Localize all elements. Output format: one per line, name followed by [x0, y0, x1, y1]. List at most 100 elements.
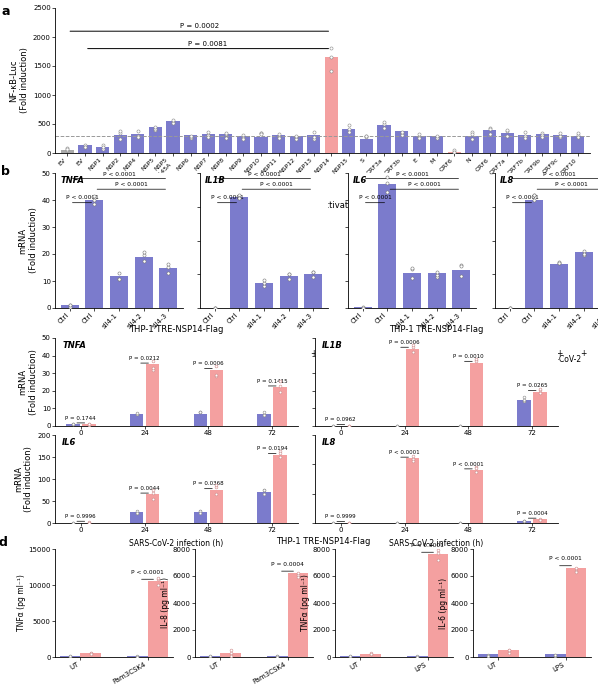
Point	[456, 517, 465, 528]
Point	[535, 514, 545, 525]
Point	[212, 371, 221, 382]
Text: +: +	[116, 349, 122, 358]
Point	[212, 481, 221, 492]
Point	[273, 651, 282, 662]
Point	[133, 131, 142, 142]
Point	[132, 408, 141, 419]
Bar	[288, 573, 307, 657]
Point	[63, 145, 72, 155]
Point	[260, 488, 269, 499]
Point	[456, 420, 465, 431]
Text: P < 0.0001: P < 0.0001	[359, 195, 392, 200]
Bar	[428, 554, 448, 657]
Text: P = 0.0002: P = 0.0002	[180, 23, 219, 29]
Point	[433, 554, 443, 565]
Point	[344, 119, 353, 130]
Point	[97, 141, 107, 152]
Point	[114, 267, 124, 278]
Point	[432, 266, 441, 277]
Text: IL6: IL6	[353, 175, 368, 185]
Point	[408, 451, 417, 462]
Point	[413, 651, 422, 662]
Text: IL1B: IL1B	[322, 340, 343, 349]
Point	[504, 645, 513, 656]
Point	[153, 580, 163, 590]
Point	[151, 124, 160, 135]
Text: +: +	[581, 349, 587, 358]
Point	[148, 355, 157, 366]
Point	[520, 515, 529, 526]
Point	[328, 421, 338, 432]
Point	[196, 506, 205, 516]
Point	[291, 132, 301, 142]
Point	[256, 127, 266, 138]
Y-axis label: TNFα (pg ml⁻¹): TNFα (pg ml⁻¹)	[17, 575, 26, 632]
Point	[484, 650, 493, 661]
Point	[551, 650, 560, 661]
Point	[397, 127, 407, 138]
Text: +: +	[261, 349, 267, 358]
Point	[133, 131, 142, 142]
Text: P < 0.0001: P < 0.0001	[549, 556, 582, 562]
Point	[432, 271, 441, 282]
Text: TNFA: TNFA	[60, 175, 84, 185]
Point	[68, 419, 78, 429]
Point	[273, 651, 282, 662]
Point	[554, 258, 564, 269]
Point	[450, 147, 459, 158]
Point	[571, 567, 581, 578]
Bar	[307, 135, 321, 153]
Point	[571, 563, 581, 574]
Point	[344, 421, 353, 432]
Bar	[571, 136, 584, 153]
Text: P = 0.9999: P = 0.9999	[325, 514, 356, 519]
Bar	[194, 512, 207, 523]
Point	[432, 132, 442, 143]
Text: P < 0.0001: P < 0.0001	[248, 172, 280, 177]
Point	[276, 447, 285, 458]
Point	[276, 381, 285, 392]
Point	[84, 419, 93, 429]
Bar	[360, 139, 373, 153]
Bar	[406, 458, 419, 523]
Point	[206, 651, 215, 662]
Text: IL8: IL8	[500, 175, 514, 185]
Text: P = 0.0265: P = 0.0265	[517, 383, 548, 388]
X-axis label: SARS-CoV-2 infection (h): SARS-CoV-2 infection (h)	[389, 538, 484, 548]
Bar	[258, 493, 271, 523]
Point	[472, 462, 481, 473]
Point	[309, 127, 319, 138]
Bar	[469, 362, 483, 426]
Text: P < 0.0001: P < 0.0001	[103, 172, 135, 177]
Bar	[361, 654, 380, 657]
Point	[260, 410, 269, 421]
Point	[456, 517, 465, 528]
Point	[346, 651, 355, 662]
Point	[239, 129, 248, 140]
Bar	[60, 656, 81, 657]
Point	[115, 126, 125, 137]
Point	[132, 508, 141, 519]
Point	[153, 574, 163, 585]
Y-axis label: IL-6 (pg ml⁻¹): IL-6 (pg ml⁻¹)	[439, 577, 448, 629]
Point	[168, 118, 178, 129]
Text: P = 0.0044: P = 0.0044	[129, 486, 160, 491]
Point	[467, 129, 477, 140]
Point	[413, 651, 422, 662]
Point	[284, 269, 294, 280]
Bar	[209, 370, 223, 426]
Point	[472, 354, 481, 365]
Text: b: b	[1, 165, 10, 178]
Point	[573, 131, 582, 142]
Point	[456, 270, 466, 281]
Point	[274, 129, 283, 140]
Point	[432, 270, 441, 281]
Point	[344, 421, 353, 432]
Bar	[255, 283, 273, 308]
Point	[151, 122, 160, 133]
Y-axis label: NF-κB-Luc
(Fold induction): NF-κB-Luc (Fold induction)	[9, 47, 29, 114]
Point	[212, 370, 221, 381]
Bar	[304, 274, 322, 308]
Bar	[130, 512, 144, 523]
Bar	[78, 145, 91, 153]
